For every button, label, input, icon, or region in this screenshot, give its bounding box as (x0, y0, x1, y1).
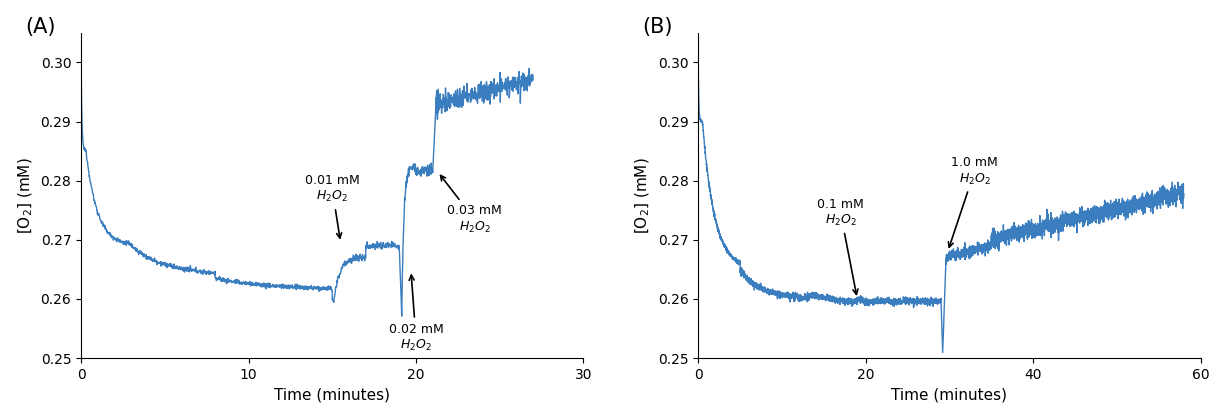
Text: 0.03 mM
$H_2O_2$: 0.03 mM $H_2O_2$ (440, 176, 501, 235)
Text: 0.01 mM
$H_2O_2$: 0.01 mM $H_2O_2$ (305, 174, 359, 238)
X-axis label: Time (minutes): Time (minutes) (891, 387, 1008, 402)
Y-axis label: [O$_2$] (mM): [O$_2$] (mM) (634, 157, 652, 234)
Text: 1.0 mM
$H_2O_2$: 1.0 mM $H_2O_2$ (949, 156, 998, 247)
Text: (B): (B) (642, 16, 673, 36)
Text: 0.02 mM
$H_2O_2$: 0.02 mM $H_2O_2$ (389, 275, 444, 353)
X-axis label: Time (minutes): Time (minutes) (275, 387, 390, 402)
Y-axis label: [O$_2$] (mM): [O$_2$] (mM) (17, 157, 36, 234)
Text: 0.1 mM
$H_2O_2$: 0.1 mM $H_2O_2$ (818, 198, 864, 295)
Text: (A): (A) (26, 16, 56, 36)
